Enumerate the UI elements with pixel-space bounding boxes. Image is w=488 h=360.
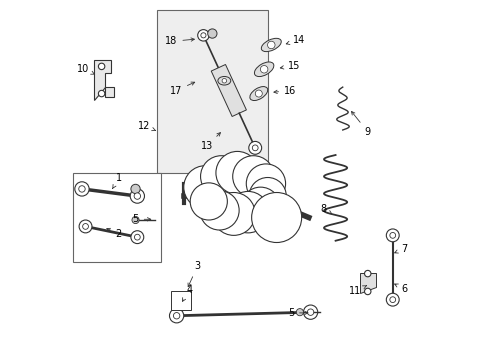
Text: 18: 18 (165, 36, 194, 46)
Text: 8: 8 (319, 203, 331, 214)
Circle shape (183, 166, 226, 208)
Bar (73, 173, 160, 262)
Polygon shape (359, 273, 375, 293)
Circle shape (169, 309, 183, 323)
Circle shape (364, 288, 370, 295)
Circle shape (248, 141, 261, 154)
Circle shape (75, 182, 89, 196)
Circle shape (307, 309, 313, 315)
Circle shape (132, 216, 139, 224)
Text: 4: 4 (182, 285, 192, 301)
Text: 6: 6 (394, 284, 407, 294)
Polygon shape (105, 87, 114, 97)
Circle shape (82, 224, 88, 229)
Circle shape (248, 177, 285, 215)
Text: 5: 5 (287, 308, 307, 318)
Ellipse shape (249, 86, 267, 100)
Circle shape (386, 293, 398, 306)
Circle shape (201, 33, 205, 38)
Circle shape (79, 220, 92, 233)
Ellipse shape (261, 38, 281, 51)
Circle shape (246, 164, 285, 203)
Circle shape (207, 29, 217, 38)
Circle shape (130, 189, 144, 203)
Circle shape (98, 63, 104, 69)
Text: 10: 10 (77, 64, 94, 74)
Circle shape (200, 156, 242, 197)
Circle shape (364, 270, 370, 277)
Circle shape (232, 156, 274, 197)
Text: 5: 5 (132, 214, 150, 224)
Text: 7: 7 (394, 244, 407, 253)
Circle shape (98, 90, 104, 97)
Circle shape (251, 193, 301, 243)
Text: 17: 17 (169, 82, 194, 96)
Circle shape (134, 234, 140, 240)
Text: 15: 15 (280, 61, 299, 71)
Circle shape (134, 193, 140, 199)
Circle shape (212, 193, 255, 235)
Circle shape (252, 145, 258, 151)
Polygon shape (94, 60, 110, 100)
Text: 13: 13 (201, 132, 220, 151)
Circle shape (131, 184, 140, 194)
Circle shape (386, 229, 398, 242)
Ellipse shape (218, 76, 230, 85)
Circle shape (389, 297, 395, 302)
Circle shape (227, 192, 268, 233)
Circle shape (303, 305, 317, 319)
Text: 16: 16 (273, 86, 296, 96)
Text: 12: 12 (137, 121, 155, 131)
Circle shape (131, 231, 143, 244)
Text: 14: 14 (285, 35, 305, 45)
Text: 1: 1 (112, 173, 122, 189)
Text: 9: 9 (351, 112, 370, 137)
Circle shape (296, 309, 303, 316)
Text: 2: 2 (106, 228, 122, 239)
Polygon shape (211, 64, 246, 117)
Circle shape (260, 66, 267, 73)
Circle shape (255, 90, 262, 97)
Circle shape (389, 233, 395, 238)
Bar (171, 291, 190, 310)
Circle shape (222, 78, 226, 83)
Circle shape (190, 183, 227, 220)
Circle shape (79, 186, 85, 192)
Circle shape (200, 191, 239, 230)
Text: 11: 11 (348, 285, 366, 296)
Text: 3: 3 (188, 261, 200, 287)
Bar (157, 10, 267, 173)
Circle shape (173, 312, 180, 319)
Circle shape (216, 152, 258, 194)
Ellipse shape (254, 62, 273, 77)
Circle shape (267, 41, 274, 49)
Circle shape (197, 30, 209, 41)
Circle shape (241, 187, 280, 226)
